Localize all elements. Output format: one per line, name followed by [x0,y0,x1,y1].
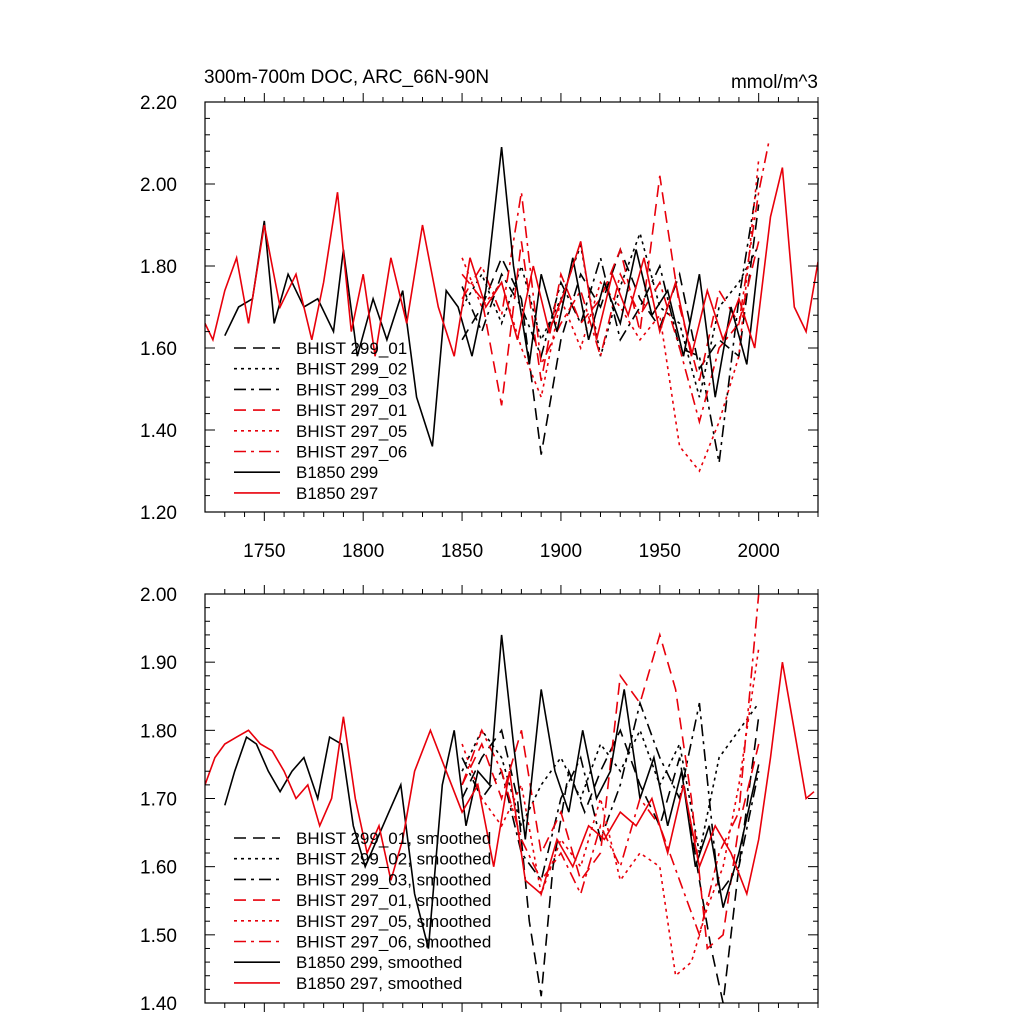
top-series-line-5 [461,159,760,473]
bottom-legend-label: BHIST 299_02, smoothed [296,850,491,869]
top-panel: 1750 1800 1850 1900 1950 2000 1.20 1.40 1.60 1.80… [140,93,819,562]
bottom-series-line-7 [224,634,760,949]
bottom-series-line-8 [205,662,815,897]
top-y-tick-label: 1.60 [140,339,177,360]
bottom-legend-label: B1850 297, smoothed [296,974,462,993]
top-x-tick-label: 1950 [639,541,681,562]
bottom-y-tick-label: 1.40 [140,994,177,1015]
bottom-y-tick-label: 1.50 [140,926,177,947]
top-legend-label: BHIST 297_06 [296,443,407,462]
top-y-tick-label: 2.20 [140,93,177,114]
top-series-line-6 [461,142,770,425]
bottom-panel: 1.40 1.50 1.60 1.70 1.80 1.90 2.00 BHIST 299_01… [140,585,819,1015]
top-x-tick-label: 2000 [738,541,780,562]
bottom-y-tick-label: 1.90 [140,653,177,674]
top-series-line-4 [461,175,760,406]
top-panel-title: 300m-700m DOC, ARC_66N-90N [204,67,489,88]
bottom-legend-label: B1850 299, smoothed [296,953,462,972]
bottom-series-line-3 [461,700,760,897]
top-x-tick-label: 1750 [243,541,285,562]
top-y-tick-label: 1.80 [140,257,177,278]
top-legend-label: BHIST 299_02 [296,360,407,379]
top-legend-label: BHIST 299_01 [296,339,407,358]
top-legend-label: BHIST 297_01 [296,401,407,420]
top-x-tick-label: 1900 [540,541,582,562]
top-y-tick-label: 2.00 [140,175,177,196]
bottom-y-tick-label: 1.60 [140,858,177,879]
top-x-tick-label: 1800 [342,541,384,562]
bottom-series-line-4 [461,632,760,951]
bottom-y-tick-label: 1.80 [140,721,177,742]
top-x-tick-label: 1850 [441,541,483,562]
bottom-legend: BHIST 299_01, smoothed BHIST 299_02, smoo… [234,829,491,993]
top-y-tick-label: 1.20 [140,503,177,524]
top-legend-label: B1850 297 [296,484,378,503]
top-legend-label: B1850 299 [296,463,378,482]
bottom-legend-label: BHIST 297_05, smoothed [296,912,491,931]
bottom-series-line-6 [461,594,760,938]
top-legend-label: BHIST 297_05 [296,422,407,441]
top-plot-frame [204,101,819,513]
top-panel-units: mmol/m^3 [731,72,818,93]
top-series-line-3 [461,175,760,463]
bottom-legend-label: BHIST 297_01, smoothed [296,891,491,910]
bottom-legend-label: BHIST 299_01, smoothed [296,829,491,848]
bottom-legend-label: BHIST 299_03, smoothed [296,870,491,889]
bottom-series-line-5 [461,648,760,978]
top-y-tick-label: 1.40 [140,421,177,442]
bottom-legend-label: BHIST 297_06, smoothed [296,933,491,952]
top-series-line-7 [224,147,760,447]
bottom-y-tick-label: 1.70 [140,790,177,811]
top-series-line-2 [461,230,760,398]
top-series-line-8 [205,167,818,357]
top-legend-label: BHIST 299_03 [296,380,407,399]
bottom-y-tick-label: 2.00 [140,585,177,606]
